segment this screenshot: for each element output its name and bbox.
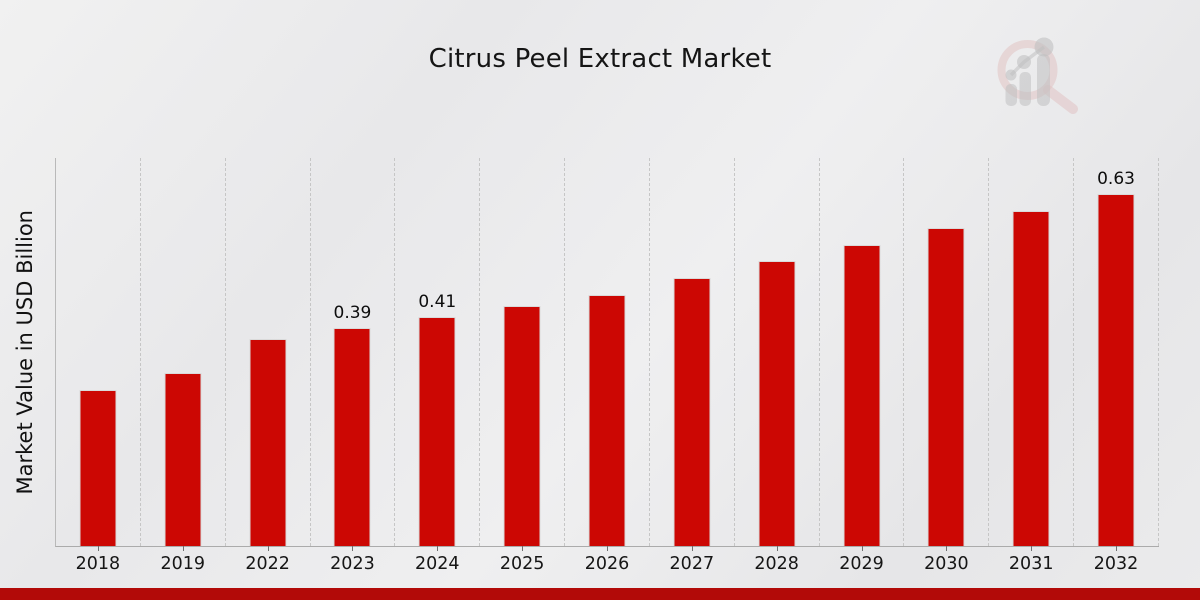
- x-axis-label-2024: 2024: [415, 554, 460, 574]
- x-axis-tick-2018: [97, 546, 99, 551]
- bar-2028: [758, 261, 796, 546]
- bar-2027: [673, 278, 711, 546]
- category-column-2024: 0.41 2024: [395, 158, 481, 574]
- x-axis-label-2032: 2032: [1093, 554, 1139, 574]
- bar-2018: [79, 390, 117, 546]
- bar-2032: [1097, 194, 1135, 546]
- bar-2019: [164, 373, 202, 546]
- x-axis-tick-2027: [691, 546, 693, 551]
- category-column-2031: 2031: [989, 158, 1075, 574]
- bar-2031: [1012, 211, 1050, 546]
- x-axis-tick-2026: [606, 546, 608, 551]
- bar-2023: [333, 328, 371, 546]
- category-column-2026: 2026: [565, 158, 650, 574]
- x-axis-tick-2031: [1031, 546, 1033, 551]
- category-column-2025: 2025: [480, 158, 566, 574]
- bottom-accent-band: [0, 588, 1200, 600]
- category-column-2023: 0.39 2023: [311, 158, 396, 574]
- plot-area: 2018 2019 2022 0.39 2023 0.41 2024 2025 2026 2027…: [55, 158, 1159, 574]
- category-column-2029: 2029: [820, 158, 905, 574]
- x-axis-tick-2019: [182, 546, 184, 551]
- x-axis-tick-2029: [861, 546, 863, 551]
- bar-2022: [249, 339, 287, 546]
- chart-title: Citrus Peel Extract Market: [428, 44, 772, 74]
- bar-2026: [588, 295, 626, 546]
- x-axis-tick-2025: [522, 546, 524, 551]
- x-axis-tick-2028: [776, 546, 778, 551]
- category-column-2028: 2028: [735, 158, 820, 574]
- x-axis-label-2022: 2022: [245, 554, 290, 574]
- x-axis-tick-2032: [1116, 546, 1118, 551]
- magnifier-growth-chart-watermark-icon: [997, 37, 1078, 114]
- bar-2024: [418, 317, 456, 546]
- x-axis-label-2025: 2025: [499, 554, 545, 574]
- x-axis-tick-2023: [352, 546, 354, 551]
- x-axis-label-2026: 2026: [584, 554, 630, 574]
- x-axis-label-2027: 2027: [669, 554, 715, 574]
- category-column-2018: 2018: [56, 158, 141, 574]
- x-axis-label-2029: 2029: [839, 554, 884, 574]
- bar-2029: [843, 245, 881, 546]
- bar-value-label-2023: 0.39: [333, 303, 372, 323]
- category-column-2022: 2022: [226, 158, 311, 574]
- category-column-2030: 2030: [904, 158, 990, 574]
- y-axis-label-container: Market Value in USD Billion: [8, 158, 42, 546]
- x-axis-label-2030: 2030: [924, 554, 969, 574]
- bar-2030: [927, 228, 965, 546]
- category-column-2032: 0.63 2032: [1074, 158, 1159, 574]
- x-axis-label-2028: 2028: [754, 554, 799, 574]
- x-axis-tick-2024: [437, 546, 439, 551]
- x-axis-label-2031: 2031: [1008, 554, 1054, 574]
- x-axis-label-2019: 2019: [160, 554, 206, 574]
- category-column-2019: 2019: [141, 158, 226, 574]
- category-column-2027: 2027: [650, 158, 735, 574]
- y-axis-label: Market Value in USD Billion: [13, 209, 37, 495]
- x-axis-tick-2022: [267, 546, 269, 551]
- x-axis-label-2018: 2018: [75, 554, 121, 574]
- bar-value-label-2024: 0.41: [418, 292, 457, 312]
- bar-value-label-2032: 0.63: [1097, 169, 1135, 189]
- x-axis-label-2023: 2023: [330, 554, 375, 574]
- bar-2025: [503, 306, 541, 546]
- x-axis-tick-2030: [946, 546, 948, 551]
